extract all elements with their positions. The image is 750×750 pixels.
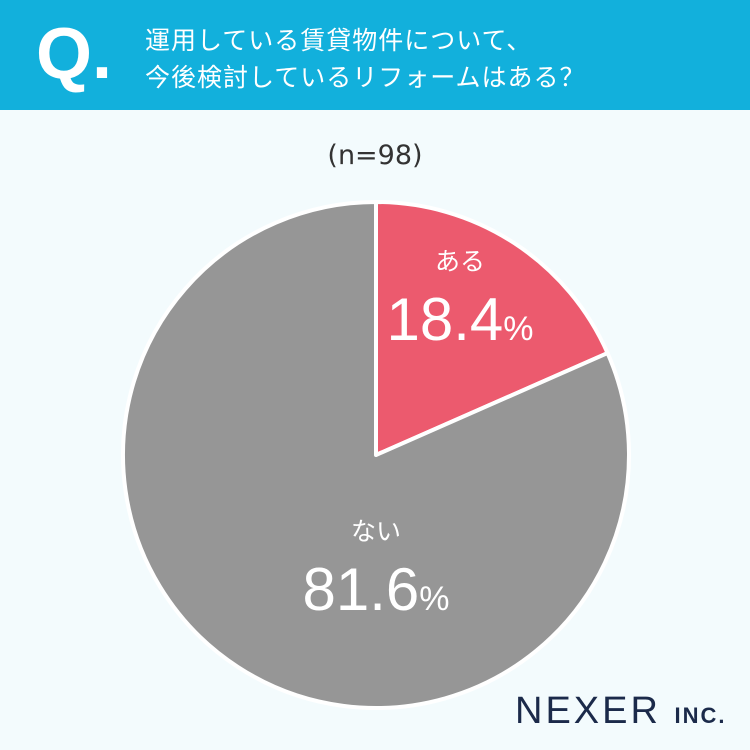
pie-slice-0 [374, 200, 610, 457]
question-header: Q. 運用している賃貸物件について、 今後検討しているリフォームはある？ [0, 0, 750, 110]
logo-suffix: INC. [674, 703, 727, 728]
nexer-logo: NEXER INC. [515, 690, 726, 733]
logo-name: NEXER [515, 690, 661, 732]
slice-value-label: 81.6% [302, 556, 449, 623]
pie-slice-1 [121, 200, 631, 710]
slice-category-label: ある [435, 247, 485, 276]
question-text: 運用している賃貸物件について、 今後検討しているリフォームはある？ [145, 22, 586, 96]
q-mark: Q. [36, 14, 113, 94]
slice-category-label: ない [351, 517, 401, 546]
sample-size: (n=98) [327, 140, 423, 171]
question-line-2: 今後検討しているリフォームはある？ [145, 63, 586, 92]
slice-value-label: 18.4% [386, 286, 533, 353]
question-line-1: 運用している賃貸物件について、 [145, 26, 533, 55]
